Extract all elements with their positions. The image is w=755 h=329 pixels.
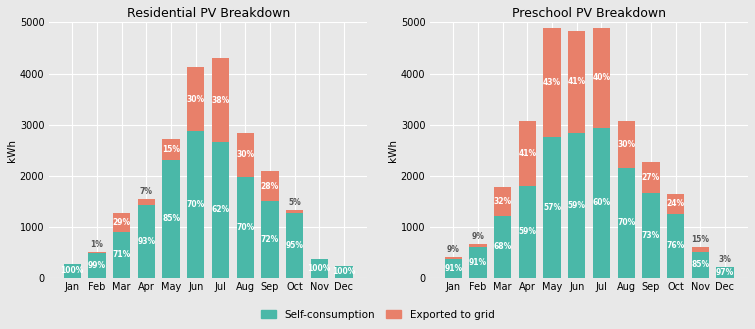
Bar [445, 257, 462, 259]
Bar [63, 264, 81, 278]
Text: 30%: 30% [186, 94, 205, 104]
Bar [544, 28, 561, 137]
Text: 9%: 9% [447, 244, 460, 254]
Text: 29%: 29% [112, 218, 131, 227]
Bar [162, 160, 180, 278]
Text: 59%: 59% [519, 227, 536, 236]
Bar [113, 213, 131, 232]
Bar [310, 259, 328, 278]
Bar [692, 252, 709, 278]
Bar [643, 162, 660, 193]
Text: 57%: 57% [543, 203, 561, 212]
Bar [568, 133, 585, 278]
Bar [286, 210, 304, 213]
Text: 97%: 97% [716, 268, 734, 277]
Bar [618, 168, 635, 278]
Text: 32%: 32% [494, 197, 512, 206]
Text: 30%: 30% [236, 150, 254, 159]
Y-axis label: kWh: kWh [388, 139, 398, 162]
Text: 100%: 100% [332, 267, 356, 276]
Text: 99%: 99% [88, 261, 106, 269]
Text: 30%: 30% [617, 140, 635, 149]
Text: 100%: 100% [60, 266, 84, 275]
Bar [667, 194, 684, 214]
Text: 91%: 91% [469, 258, 487, 267]
Text: 100%: 100% [307, 264, 331, 273]
Bar [544, 137, 561, 278]
Text: 85%: 85% [162, 215, 180, 223]
Text: 95%: 95% [285, 241, 304, 250]
Text: 91%: 91% [444, 264, 462, 273]
Legend: Self-consumption, Exported to grid: Self-consumption, Exported to grid [257, 305, 498, 324]
Text: 71%: 71% [112, 250, 131, 259]
Bar [88, 253, 106, 278]
Text: 70%: 70% [617, 218, 635, 227]
Bar [261, 201, 279, 278]
Bar [692, 247, 709, 252]
Text: 3%: 3% [719, 255, 732, 264]
Bar [568, 31, 585, 133]
Text: 72%: 72% [260, 235, 279, 244]
Text: 70%: 70% [186, 200, 205, 209]
Bar [162, 139, 180, 160]
Text: 40%: 40% [593, 73, 611, 82]
Bar [593, 128, 610, 278]
Text: 41%: 41% [568, 77, 586, 86]
Text: 43%: 43% [543, 78, 561, 87]
Bar [470, 247, 487, 278]
Bar [212, 58, 229, 142]
Text: 93%: 93% [137, 237, 156, 246]
Bar [445, 259, 462, 278]
Title: Residential PV Breakdown: Residential PV Breakdown [127, 7, 290, 20]
Text: 70%: 70% [236, 223, 254, 232]
Bar [187, 67, 205, 131]
Bar [137, 205, 155, 278]
Bar [137, 199, 155, 205]
Text: 28%: 28% [260, 182, 279, 191]
Bar [236, 133, 254, 177]
Text: 5%: 5% [288, 198, 301, 207]
Text: 73%: 73% [642, 231, 660, 240]
Text: 27%: 27% [642, 173, 660, 182]
Text: 85%: 85% [691, 260, 710, 269]
Bar [618, 121, 635, 168]
Title: Preschool PV Breakdown: Preschool PV Breakdown [512, 7, 666, 20]
Bar [187, 131, 205, 278]
Text: 76%: 76% [667, 241, 685, 250]
Text: 1%: 1% [91, 240, 103, 249]
Bar [643, 193, 660, 278]
Bar [494, 216, 511, 278]
Bar [519, 121, 536, 186]
Y-axis label: kWh: kWh [7, 139, 17, 162]
Text: 38%: 38% [211, 96, 230, 105]
Text: 15%: 15% [162, 145, 180, 154]
Bar [593, 28, 610, 128]
Text: 7%: 7% [140, 187, 153, 196]
Text: 62%: 62% [211, 206, 230, 215]
Bar [236, 177, 254, 278]
Bar [667, 214, 684, 278]
Bar [212, 142, 229, 278]
Text: 59%: 59% [568, 201, 586, 210]
Bar [335, 266, 353, 278]
Text: 60%: 60% [593, 198, 611, 207]
Bar [113, 232, 131, 278]
Text: 24%: 24% [667, 199, 685, 208]
Text: 68%: 68% [494, 242, 512, 251]
Bar [286, 213, 304, 278]
Bar [470, 244, 487, 247]
Bar [519, 186, 536, 278]
Bar [716, 267, 734, 278]
Text: 15%: 15% [692, 235, 709, 244]
Text: 9%: 9% [472, 232, 485, 241]
Bar [494, 187, 511, 216]
Bar [261, 171, 279, 201]
Text: 41%: 41% [519, 149, 537, 158]
